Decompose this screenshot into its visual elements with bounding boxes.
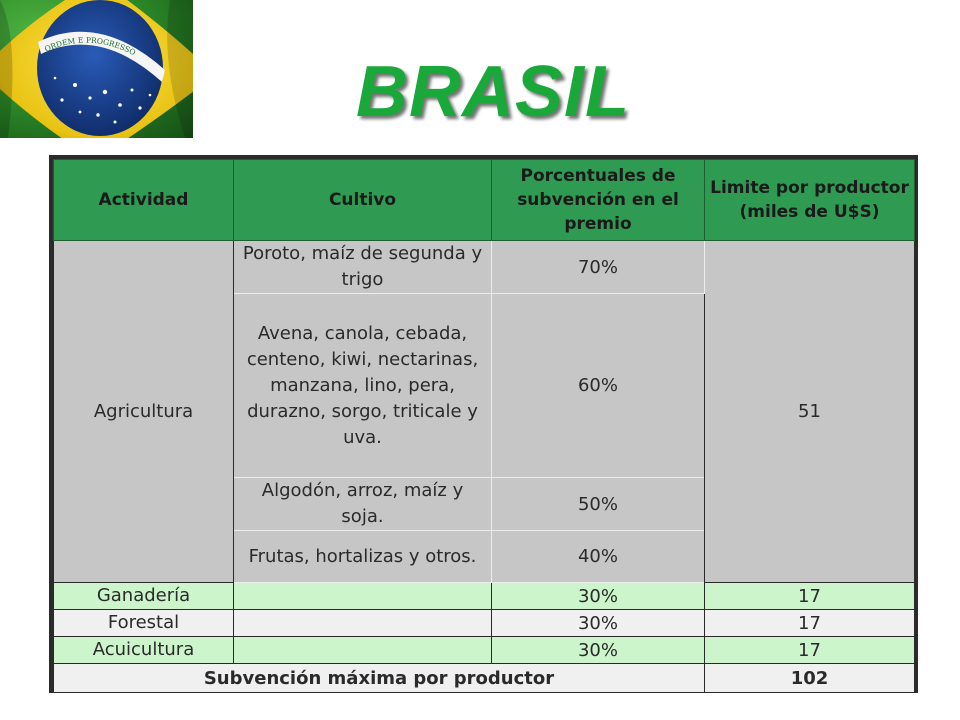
table-row: Forestal 30% 17	[53, 609, 915, 637]
header-actividad: Actividad	[53, 159, 234, 241]
activity-cell: Ganadería	[53, 582, 234, 610]
header-cultivo: Cultivo	[233, 159, 492, 241]
table-header-row: Actividad Cultivo Porcentuales de subven…	[53, 159, 915, 241]
flag-motto: ORDEM E PROGRESSO	[43, 36, 137, 58]
activity-agricultura: Agricultura	[53, 240, 234, 583]
brazil-flag-graphic	[0, 0, 193, 138]
page-title: BRASIL	[356, 52, 630, 132]
percent-cell: 70%	[491, 240, 705, 294]
activity-cell: Acuicultura	[53, 636, 234, 664]
total-row: Subvención máxima por productor 102	[53, 663, 915, 693]
crop-cell: Frutas, hortalizas y otros.	[233, 530, 492, 583]
crop-cell	[233, 609, 492, 637]
total-value: 102	[704, 663, 915, 693]
table-row: Avena, canola, cebada, centeno, kiwi, ne…	[54, 293, 915, 478]
table-row: Acuicultura 30% 17	[53, 636, 915, 664]
limit-cell: 17	[704, 609, 915, 637]
percent-cell: 50%	[491, 477, 705, 531]
header-porcentuales: Porcentuales de subvención en el premio	[491, 159, 705, 241]
table-row: Agricultura Poroto, maíz de segunda y tr…	[53, 240, 915, 583]
limit-cell: 17	[704, 582, 915, 610]
table-row: Frutas, hortalizas y otros. 40%	[54, 530, 915, 583]
brazil-flag: ORDEM E PROGRESSO	[0, 0, 193, 138]
limit-agricultura: 51	[704, 240, 915, 583]
percent-cell: 30%	[491, 609, 705, 637]
percent-cell: 40%	[491, 530, 705, 583]
crop-cell: Avena, canola, cebada, centeno, kiwi, ne…	[233, 293, 492, 478]
flag-motto-text: ORDEM E PROGRESSO	[43, 36, 137, 58]
crop-cell: Algodón, arroz, maíz y soja.	[233, 477, 492, 531]
table-row: Ganadería 30% 17	[53, 582, 915, 610]
svg-text:ORDEM E PROGRESSO: ORDEM E PROGRESSO	[43, 36, 137, 58]
table-row: Algodón, arroz, maíz y soja. 50%	[54, 477, 915, 531]
crop-cell	[233, 582, 492, 610]
limit-cell: 17	[704, 636, 915, 664]
crop-cell: Poroto, maíz de segunda y trigo	[233, 240, 492, 294]
percent-cell: 60%	[491, 293, 705, 478]
activity-cell: Forestal	[53, 609, 234, 637]
header-limite: Limite por productor (miles de U$S)	[704, 159, 915, 241]
percent-cell: 30%	[491, 636, 705, 664]
table-frame: Actividad Cultivo Porcentuales de subven…	[49, 155, 918, 693]
crop-cell	[233, 636, 492, 664]
subsidy-table: Actividad Cultivo Porcentuales de subven…	[53, 159, 915, 693]
total-label: Subvención máxima por productor	[53, 663, 705, 693]
percent-cell: 30%	[491, 582, 705, 610]
